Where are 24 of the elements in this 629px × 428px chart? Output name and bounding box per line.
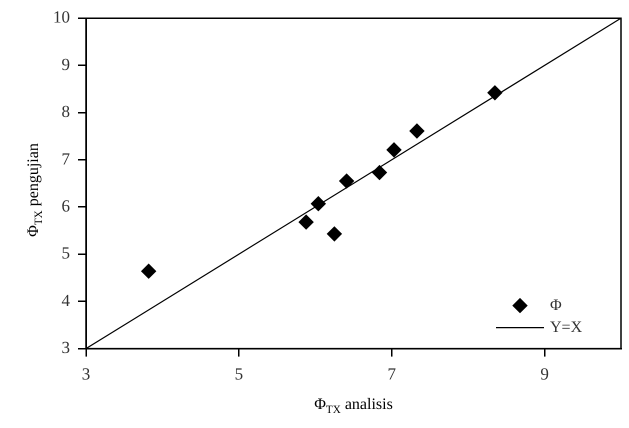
y-tick-label: 10	[53, 8, 70, 27]
x-tick-label: 3	[82, 364, 90, 384]
legend-label: Φ	[550, 296, 562, 314]
point	[326, 226, 342, 242]
x-tick-label: 5	[234, 364, 244, 384]
point	[339, 174, 354, 189]
y-tick-label: 5	[62, 244, 70, 263]
y-tick-label: 3	[62, 338, 70, 358]
legend-label: Y=X	[550, 318, 583, 336]
point	[310, 196, 326, 212]
point	[409, 124, 424, 139]
y-tick-label: 7	[62, 149, 70, 168]
point	[487, 85, 502, 100]
x-tick-label: 7	[387, 364, 396, 384]
y-tick-label: 8	[62, 102, 70, 122]
y-tick-label: 6	[62, 196, 70, 216]
y-tick-label: 4	[62, 290, 70, 310]
x-tick-label: 9	[540, 364, 549, 384]
point	[372, 165, 387, 180]
point	[141, 264, 156, 279]
point	[386, 142, 402, 158]
x-axis-title: Φ$_{TX}$ analisis	[313, 396, 394, 416]
y-tick-label: 9	[62, 54, 70, 74]
point	[298, 214, 314, 230]
